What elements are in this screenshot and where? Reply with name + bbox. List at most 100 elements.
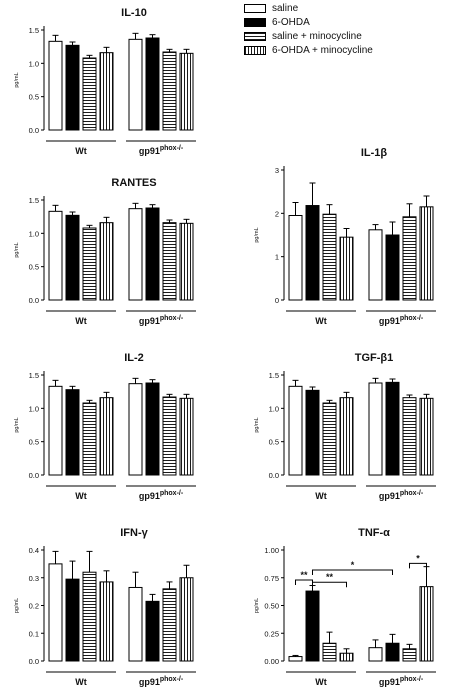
chart-title: IL-1β <box>361 147 388 159</box>
bar-solid <box>145 382 160 476</box>
bar-vstripe <box>419 206 434 301</box>
y-tick-label: 0 <box>275 296 279 305</box>
bar-open <box>48 563 63 662</box>
bar-open <box>48 40 63 131</box>
bar-hstripe <box>162 222 177 301</box>
bar-solid <box>65 44 80 131</box>
bar-open <box>368 647 383 662</box>
y-tick-label: 1.0 <box>29 229 39 238</box>
bar-vstripe <box>419 586 434 662</box>
y-tick-label: 1.5 <box>29 26 39 35</box>
y-tick-label: 1.0 <box>269 404 279 413</box>
chart-title: IL-10 <box>121 7 147 19</box>
y-tick-label: 1.0 <box>29 59 39 68</box>
chart-title: RANTES <box>111 177 156 189</box>
group-label-wt: Wt <box>315 491 327 501</box>
group-label-gp91: gp91phox-/- <box>139 315 184 326</box>
y-tick-label: 1.5 <box>29 371 39 380</box>
group-label-wt: Wt <box>315 316 327 326</box>
group-label-gp91: gp91phox-/- <box>139 490 184 501</box>
bar-open <box>288 215 303 301</box>
legend-item-6-ohda-minocycline: 6-OHDA + minocycline <box>244 44 470 58</box>
group-label-wt: Wt <box>75 146 87 156</box>
legend-swatch-hstripe <box>244 32 266 41</box>
bar-hstripe <box>402 648 417 662</box>
significance-bracket <box>312 581 347 588</box>
bar-vstripe <box>179 222 194 301</box>
bar-open <box>128 38 143 131</box>
legend-item-saline: saline <box>244 2 470 16</box>
bar-hstripe <box>82 402 97 476</box>
bar-hstripe <box>322 213 337 301</box>
y-axis-unit: pg/mL <box>254 227 260 242</box>
bar-vstripe <box>99 581 114 662</box>
chart-panel: IFN-γ 0.0 0.1 0.2 0.3 0.4 pg/mL Wt gp91phox-/- <box>14 527 196 687</box>
y-tick-label: 0.50 <box>264 602 279 611</box>
y-axis-unit: pg/mL <box>254 417 260 432</box>
bar-hstripe <box>82 57 97 131</box>
significance-label: * <box>416 553 420 563</box>
bar-open <box>48 210 63 301</box>
y-tick-label: 0.5 <box>29 438 39 447</box>
legend-swatch-solid <box>244 18 266 27</box>
y-tick-label: 0.5 <box>269 438 279 447</box>
y-tick-label: 0.0 <box>29 657 39 666</box>
y-tick-label: 0.5 <box>29 263 39 272</box>
legend: saline 6-OHDA saline + minocycline <box>244 2 470 82</box>
bar-hstripe <box>322 402 337 476</box>
y-tick-label: 0.1 <box>29 629 39 638</box>
bar-hstripe <box>402 397 417 476</box>
y-axis-unit: pg/mL <box>254 598 260 613</box>
group-label-wt: Wt <box>75 677 87 687</box>
bar-hstripe <box>162 588 177 662</box>
y-tick-label: 1.0 <box>29 404 39 413</box>
bar-open <box>368 229 383 301</box>
y-axis-unit: pg/mL <box>14 598 20 613</box>
group-label-gp91: gp91phox-/- <box>139 145 184 156</box>
bar-hstripe <box>322 642 337 662</box>
legend-item-6-ohda: 6-OHDA <box>244 16 470 30</box>
y-tick-label: 1.5 <box>269 371 279 380</box>
y-tick-label: 2 <box>275 209 279 218</box>
bar-solid <box>305 205 320 301</box>
y-tick-label: 0.0 <box>29 126 39 135</box>
chart-panel: RANTES 0.0 0.5 1.0 1.5 pg/mL Wt gp91phox-/- <box>14 177 196 326</box>
chart-panel: IL-2 0.0 0.5 1.0 1.5 pg/mL Wt gp91phox-/- <box>14 352 196 501</box>
bar-hstripe <box>162 396 177 476</box>
group-label-gp91: gp91phox-/- <box>379 490 424 501</box>
bar-solid <box>65 389 80 476</box>
chart-panel: TNF-α 0.00 0.25 0.50 0.75 1.00 pg/mL Wt gp91phox… <box>254 527 436 687</box>
y-tick-label: 0.0 <box>269 471 279 480</box>
bar-vstripe <box>339 397 354 476</box>
chart-panel: IL-10 0.0 0.5 1.0 1.5 pg/mL Wt gp91phox-/- <box>14 7 196 156</box>
y-axis-unit: pg/mL <box>14 417 20 432</box>
y-tick-label: 1.00 <box>264 546 279 555</box>
bar-open <box>48 385 63 476</box>
group-label-gp91: gp91phox-/- <box>379 315 424 326</box>
chart-panel: IL-1β 0 1 2 3 pg/mL Wt gp91phox-/- <box>254 147 436 326</box>
chart-title: IL-2 <box>124 352 144 364</box>
bar-solid <box>145 207 160 301</box>
significance-bracket <box>409 562 427 569</box>
bar-solid <box>65 578 80 662</box>
bar-hstripe <box>82 227 97 301</box>
group-label-gp91: gp91phox-/- <box>379 676 424 687</box>
chart-title: TGF-β1 <box>355 352 394 364</box>
bar-vstripe <box>99 52 114 131</box>
bar-vstripe <box>339 236 354 301</box>
y-tick-label: 1.5 <box>29 196 39 205</box>
group-label-gp91: gp91phox-/- <box>139 676 184 687</box>
y-tick-label: 0.0 <box>29 471 39 480</box>
bar-open <box>288 656 303 662</box>
y-tick-label: 0.4 <box>29 546 39 555</box>
bar-hstripe <box>82 571 97 662</box>
legend-label: saline <box>272 3 299 14</box>
bar-open <box>288 385 303 476</box>
chart-panel: TGF-β1 0.0 0.5 1.0 1.5 pg/mL Wt gp91phox-/- <box>254 352 436 501</box>
bar-solid <box>65 214 80 301</box>
y-tick-label: 0.00 <box>264 657 279 666</box>
legend-swatch-vstripe <box>244 46 266 55</box>
chart-title: TNF-α <box>358 527 390 539</box>
significance-label: ** <box>326 572 334 582</box>
bar-solid <box>385 642 400 662</box>
